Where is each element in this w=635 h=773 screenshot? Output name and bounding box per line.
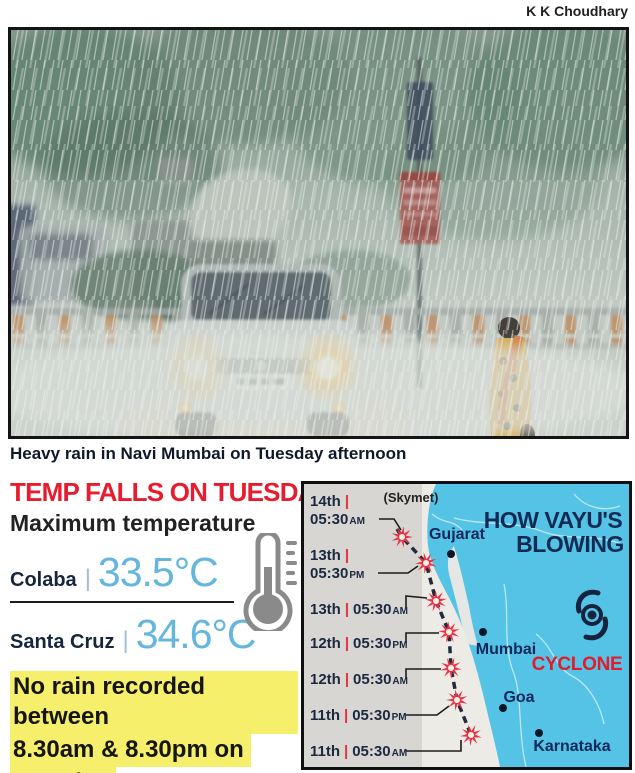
photo-caption: Heavy rain in Navi Mumbai on Tuesday aft… (10, 444, 407, 463)
place-gujarat: Gujarat (429, 526, 486, 543)
temperature-panel: TEMP FALLS ON TUESDAY Maximum temperatur… (8, 477, 331, 773)
place-karnataka: Karnataka (533, 738, 610, 755)
separator: | (84, 565, 91, 592)
track-marker (435, 617, 464, 647)
panel-subtitle: Maximum temperature (10, 510, 256, 536)
timeline-entry-time: 05:30AM (310, 511, 365, 528)
rain-overlay-2 (11, 30, 626, 436)
place-mumbai: Mumbai (476, 641, 536, 658)
photo-credit: K K Choudhary (526, 3, 628, 19)
leader-lines (378, 518, 462, 752)
cyclone-track-markers (391, 526, 485, 749)
source-label: (Skymet) (384, 490, 439, 505)
no-rain-note: No rain recorded between 8.30am & 8.30pm… (10, 671, 298, 773)
mumbai-dot (479, 628, 487, 636)
place-labels: Gujarat Mumbai Goa Karnataka (429, 526, 611, 755)
cyclone-icon (575, 589, 609, 641)
timeline-entry: 13th | 05:30AM (310, 601, 408, 618)
timeline-entry: 11th | 05:30PM (310, 707, 407, 724)
track-marker (439, 655, 464, 681)
note-line: Tuesday (10, 767, 116, 773)
timeline-entry: 12th | 05:30PM (310, 635, 407, 652)
thermometer-icon (243, 533, 297, 631)
rain-photo (11, 30, 626, 436)
map-title-line1: HOW VAYU'S (484, 507, 623, 533)
photo-frame (8, 27, 629, 439)
separator: | (122, 627, 129, 654)
temperature-reading-santacruz: Santa Cruz | 34.6°C (10, 611, 257, 658)
temperature-value: 33.5°C (97, 549, 219, 595)
track-marker (412, 549, 440, 577)
cyclone-map-panel: (Skymet) HOW VAYU'S BLOWING (301, 481, 632, 770)
state-borders (431, 493, 623, 767)
land-area (427, 484, 629, 767)
track-marker (443, 686, 472, 714)
thermometer-ticks (286, 541, 297, 585)
panel-title: TEMP FALLS ON TUESDAY (10, 477, 331, 507)
goa-dot (499, 704, 507, 712)
temperature-value: 34.6°C (135, 611, 257, 657)
place-goa: Goa (503, 689, 534, 706)
track-timeline: 14th | 05:30AM 13th | 05:30PM 13th | 05:30AM… (310, 493, 408, 760)
station-name: Colaba (10, 569, 77, 591)
map-title-line2: BLOWING (516, 531, 624, 557)
track-marker (391, 526, 413, 548)
note-line: No rain recorded between (10, 671, 298, 734)
track-marker (458, 722, 485, 749)
divider-line (10, 601, 234, 603)
gujarat-dot (447, 550, 455, 558)
karnataka-dot (535, 729, 543, 737)
timeline-entry: 11th | 05:30AM (310, 743, 407, 760)
timeline-entry: 12th | 05:30AM (310, 671, 408, 688)
temperature-reading-colaba: Colaba | 33.5°C (10, 549, 219, 596)
gulf-inlet (447, 546, 478, 646)
station-name: Santa Cruz (10, 631, 115, 653)
cyclone-label: CYCLONE (532, 654, 623, 675)
timeline-entry: 13th | (310, 547, 349, 564)
track-marker (423, 588, 450, 614)
timeline-entry: 14th | (310, 493, 349, 510)
timeline-entry-time: 05:30PM (310, 565, 364, 582)
cyclone-track-map: (Skymet) HOW VAYU'S BLOWING (304, 484, 629, 767)
note-line: 8.30am & 8.30pm on (10, 734, 251, 767)
